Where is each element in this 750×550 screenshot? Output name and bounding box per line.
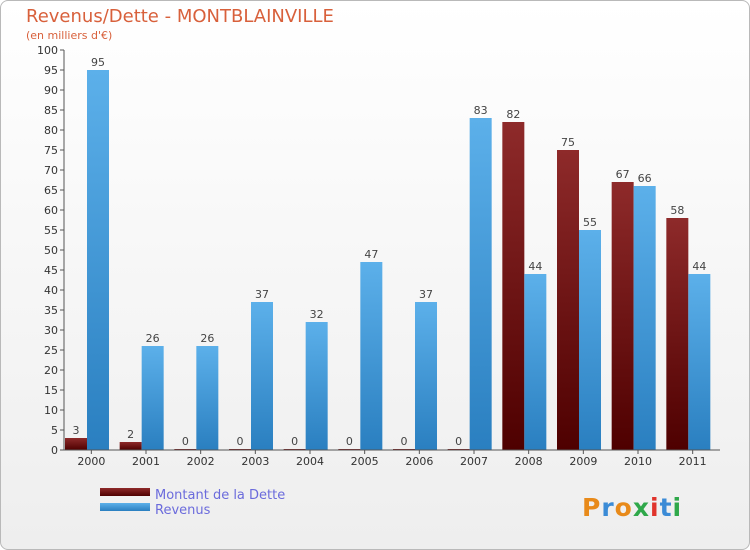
x-tick-label: 2003	[241, 455, 269, 468]
y-tick-label: 15	[44, 384, 58, 397]
bar-revenus	[579, 230, 601, 450]
legend-swatch-debt	[100, 488, 150, 496]
legend: Montant de la Dette Revenus	[100, 488, 285, 518]
y-tick-label: 40	[44, 284, 58, 297]
chart-subtitle: (en milliers d'€)	[26, 29, 112, 42]
bar-revenus	[196, 346, 219, 450]
y-tick-label: 10	[44, 404, 58, 417]
data-label: 58	[670, 204, 684, 217]
bar-dette	[65, 438, 87, 450]
logo-letter: i	[650, 493, 660, 522]
bar-revenus	[415, 302, 437, 450]
data-label: 67	[616, 168, 630, 181]
legend-label-revenus: Revenus	[155, 503, 211, 518]
y-tick-label: 25	[44, 344, 58, 357]
x-axis: 2000 2001 2002 2003 2004 2005 2006 2007 2008 2009…	[64, 449, 720, 468]
x-tick-label: 2002	[187, 455, 215, 468]
data-label: 82	[506, 108, 520, 121]
bar-revenus	[141, 346, 164, 450]
logo-text: Proxiti	[582, 493, 682, 522]
bar-revenus	[633, 186, 656, 450]
bar-revenus	[524, 274, 547, 450]
data-label: 0	[182, 435, 189, 448]
x-tick-label: 2010	[624, 455, 652, 468]
data-label: 37	[255, 288, 269, 301]
bar-revenus	[87, 70, 109, 450]
data-label: 0	[455, 435, 462, 448]
y-tick-label: 100	[37, 44, 58, 57]
bar-dette	[557, 150, 579, 450]
logo-letter: P	[582, 493, 601, 522]
bar-revenus	[469, 118, 492, 450]
y-tick-label: 60	[44, 204, 58, 217]
y-tick-label: 30	[44, 324, 58, 337]
y-tick-label: 5	[51, 424, 58, 437]
x-tick-label: 2001	[132, 455, 160, 468]
y-tick-label: 85	[44, 104, 58, 117]
legend-label-debt: Montant de la Dette	[155, 488, 285, 503]
data-label: 0	[291, 435, 298, 448]
data-label: 26	[146, 332, 160, 345]
data-label: 75	[561, 136, 575, 149]
data-label: 2	[127, 428, 134, 441]
data-label: 3	[73, 424, 80, 437]
bar-revenus	[360, 262, 383, 450]
x-tick-label: 2000	[77, 455, 105, 468]
logo-letter: x	[633, 493, 650, 522]
data-label: 26	[200, 332, 214, 345]
legend-swatch-revenus	[100, 503, 150, 511]
bar-dette	[666, 218, 689, 450]
x-tick-label: 2007	[460, 455, 488, 468]
bar-revenus	[305, 322, 328, 450]
data-label: 55	[583, 216, 597, 229]
y-axis: 0 5 10 15 20 25 30 35 40 45 50 55 60 65 70 75 80 85 90 95 10…	[37, 44, 65, 457]
y-tick-label: 50	[44, 244, 58, 257]
y-tick-label: 35	[44, 304, 58, 317]
y-tick-label: 65	[44, 184, 58, 197]
proxiti-logo: Proxiti	[582, 493, 682, 522]
data-label: 44	[692, 260, 706, 273]
logo-letter: t	[660, 493, 673, 522]
x-tick-label: 2005	[351, 455, 379, 468]
logo-letter: r	[601, 493, 614, 522]
logo-letter: o	[615, 493, 633, 522]
bar-revenus	[251, 302, 273, 450]
y-tick-label: 90	[44, 84, 58, 97]
bar-dette	[119, 442, 142, 450]
data-label: 95	[91, 56, 105, 69]
x-tick-label: 2006	[405, 455, 433, 468]
y-tick-label: 75	[44, 144, 58, 157]
logo-letter: i	[673, 493, 683, 522]
data-label: 37	[419, 288, 433, 301]
bar-dette	[502, 122, 525, 450]
y-tick-label: 95	[44, 64, 58, 77]
y-tick-label: 20	[44, 364, 58, 377]
data-label: 0	[346, 435, 353, 448]
y-tick-label: 45	[44, 264, 58, 277]
y-tick-label: 55	[44, 224, 58, 237]
data-label: 66	[638, 172, 652, 185]
data-label: 0	[401, 435, 408, 448]
bar-revenus	[688, 274, 711, 450]
data-label: 83	[474, 104, 488, 117]
data-label: 0	[237, 435, 244, 448]
chart-title: Revenus/Dette - MONTBLAINVILLE	[26, 6, 334, 27]
y-tick-label: 70	[44, 164, 58, 177]
bars: 3 95 2 26 0 26 0 37 0 32 0 47 0 37 0 83 82 44 75 55 67 66 58 44	[65, 56, 711, 450]
y-tick-label: 0	[51, 444, 58, 457]
y-tick-label: 80	[44, 124, 58, 137]
data-label: 32	[310, 308, 324, 321]
x-tick-label: 2004	[296, 455, 324, 468]
x-tick-label: 2008	[515, 455, 543, 468]
data-label: 44	[528, 260, 542, 273]
x-tick-label: 2011	[679, 455, 707, 468]
bar-dette	[611, 182, 634, 450]
data-label: 47	[364, 248, 378, 261]
x-tick-label: 2009	[569, 455, 597, 468]
